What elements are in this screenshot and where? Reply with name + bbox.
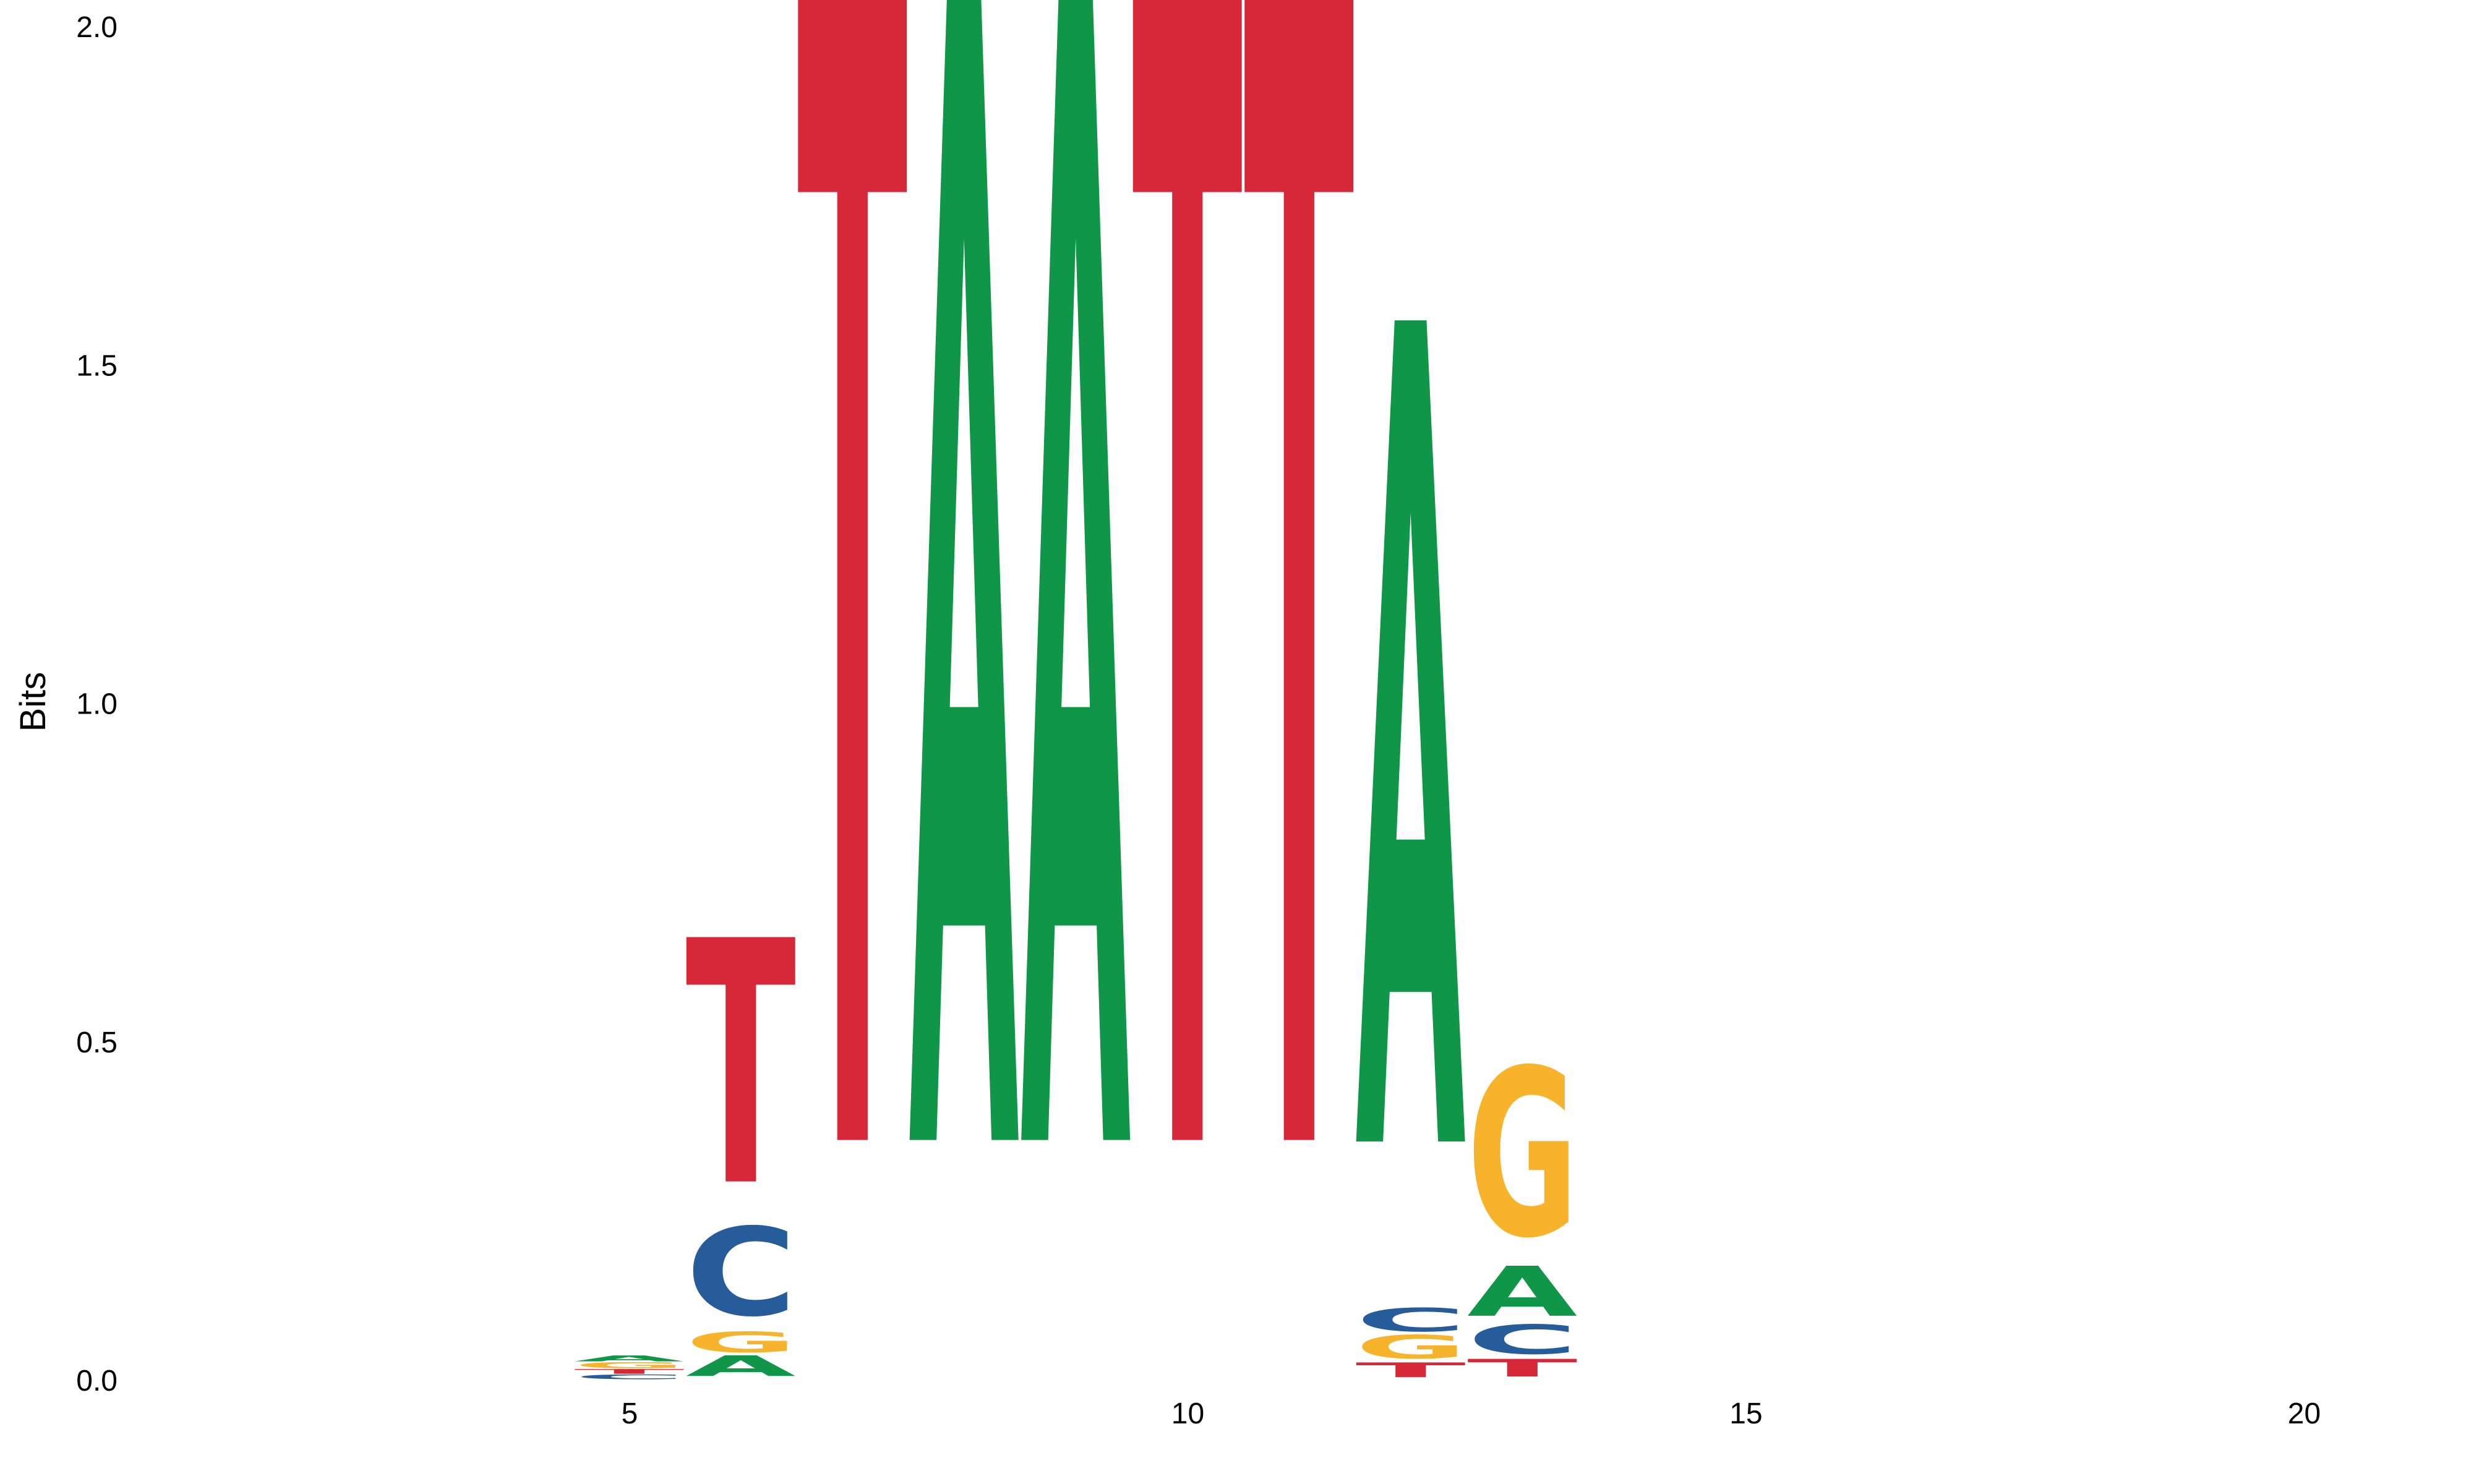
logo-letter-g-pos-6: G <box>686 1326 797 1359</box>
logo-letter-t-pos-13: T <box>1467 1354 1578 1383</box>
logo-letter-c-pos-13: C <box>1467 1316 1578 1363</box>
y-axis: 0.0 0.5 1.0 1.5 2.0 <box>76 11 118 1397</box>
logo-letter-a-pos-13: A <box>1467 1252 1577 1333</box>
logo-letter-t-pos-10: T <box>1132 0 1244 1484</box>
y-tick-label: 0.0 <box>76 1365 118 1397</box>
logo-letter-g-pos-12: G <box>1356 1328 1467 1366</box>
x-tick-label: 15 <box>1729 1397 1762 1430</box>
logo-letter-c-pos-5: C <box>574 1373 685 1381</box>
logo-letter-a-pos-8: A <box>909 0 1021 1484</box>
logo-letter-t-pos-6: T <box>686 871 797 1261</box>
logo-letter-a-pos-12: A <box>1356 97 1467 1408</box>
logo-letter-g-pos-5: G <box>574 1360 685 1370</box>
logo-letter-a-pos-5: A <box>574 1354 684 1363</box>
logo-letter-t-pos-7: T <box>797 0 909 1484</box>
logo-letter-c-pos-6: C <box>686 1203 797 1344</box>
logo-letter-t-pos-11: T <box>1244 0 1355 1484</box>
logo-letter-t-pos-12: T <box>1356 1358 1466 1382</box>
logo-letter-a-pos-6: A <box>686 1350 796 1383</box>
x-tick-label: 20 <box>2288 1397 2321 1430</box>
logo-letter-a-pos-9: A <box>1021 0 1132 1484</box>
y-axis-title: Bits <box>13 672 53 732</box>
x-tick-label: 10 <box>1171 1397 1204 1430</box>
x-axis: 5 10 15 20 <box>622 1397 2321 1430</box>
y-tick-label: 0.5 <box>76 1026 118 1059</box>
logo-letter-g-pos-13: G <box>1467 1021 1578 1289</box>
logo-letter-t-pos-5: T <box>574 1368 685 1375</box>
y-tick-label: 2.0 <box>76 11 118 44</box>
x-tick-label: 5 <box>622 1397 638 1430</box>
y-tick-label: 1.0 <box>76 688 118 721</box>
logo-letter-c-pos-12: C <box>1356 1301 1467 1339</box>
y-tick-label: 1.5 <box>76 349 118 382</box>
